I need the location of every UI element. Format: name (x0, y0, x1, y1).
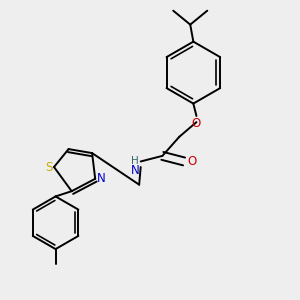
Text: O: O (188, 155, 197, 168)
Text: N: N (130, 164, 139, 177)
Text: H: H (131, 155, 139, 166)
Text: S: S (45, 160, 52, 173)
Text: N: N (97, 172, 106, 185)
Text: O: O (192, 118, 201, 130)
